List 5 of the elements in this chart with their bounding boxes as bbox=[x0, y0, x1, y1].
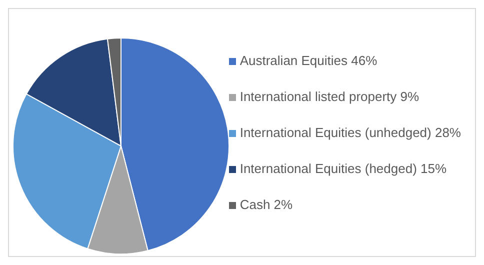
legend-label: Cash 2% bbox=[240, 196, 293, 212]
legend-label: International listed property 9% bbox=[240, 88, 420, 104]
legend-label: International Equities (unhedged) 28% bbox=[240, 124, 461, 140]
legend-label: Australian Equities 46% bbox=[240, 52, 378, 68]
legend-label: International Equities (hedged) 15% bbox=[240, 160, 447, 176]
